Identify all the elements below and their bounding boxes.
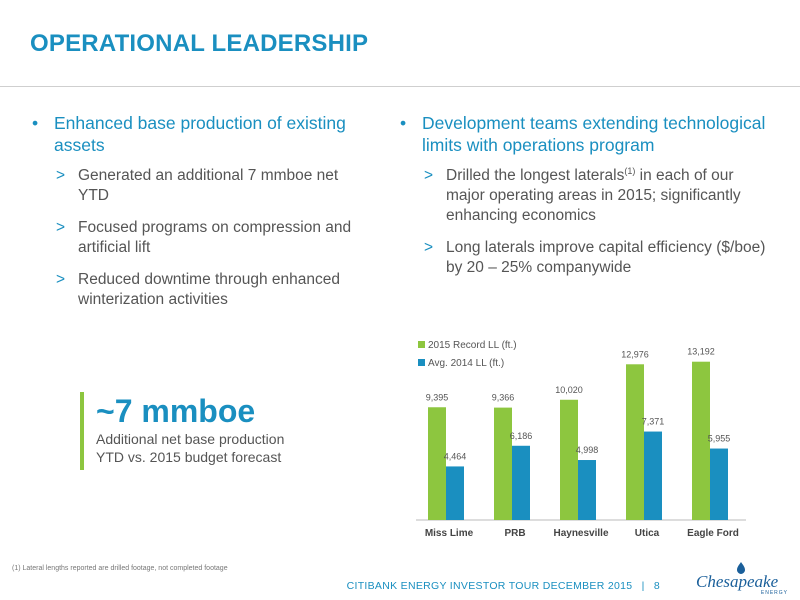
callout-box: ~7 mmboe Additional net base production … xyxy=(80,392,284,470)
data-label: 9,395 xyxy=(426,392,449,402)
chevron-right-icon: > xyxy=(424,239,434,256)
bar xyxy=(446,466,464,520)
footer: CITIBANK ENERGY INVESTOR TOUR DECEMBER 2… xyxy=(347,580,660,592)
footer-separator: | xyxy=(641,580,645,592)
chevron-right-icon: > xyxy=(56,271,66,288)
left-sub-text: Reduced downtime through enhanced winter… xyxy=(78,271,340,308)
data-label: 10,020 xyxy=(555,385,583,395)
bar xyxy=(710,448,728,520)
callout-line-1: Additional net base production xyxy=(96,431,285,447)
right-bullet-text: Development teams extending technologica… xyxy=(422,113,766,155)
data-label: 7,371 xyxy=(642,417,665,427)
bullet-icon: • xyxy=(32,113,39,133)
data-label: 6,186 xyxy=(510,431,533,441)
left-column: • Enhanced base production of existing a… xyxy=(32,112,362,322)
bar xyxy=(560,399,578,520)
bar xyxy=(512,445,530,520)
left-sub-text: Generated an additional 7 mmboe net YTD xyxy=(78,167,339,204)
page-number: 8 xyxy=(653,580,660,592)
callout-value: ~7 mmboe xyxy=(96,393,256,429)
left-sub-text: Focused programs on compression and arti… xyxy=(78,219,352,256)
right-sub-text: Long laterals improve capital efficiency… xyxy=(446,239,766,276)
callout-line-2: YTD vs. 2015 budget forecast xyxy=(96,449,282,465)
left-bullet: • Enhanced base production of existing a… xyxy=(32,112,362,156)
right-column: • Development teams extending technologi… xyxy=(400,112,770,290)
right-sub-text: Drilled the longest laterals xyxy=(446,167,625,184)
flame-icon xyxy=(737,562,745,574)
bar xyxy=(692,361,710,520)
title-divider xyxy=(0,86,800,87)
footnote: (1) Lateral lengths reported are drilled… xyxy=(12,565,228,572)
data-label: 13,192 xyxy=(687,347,715,357)
footer-title: CITIBANK ENERGY INVESTOR TOUR DECEMBER 2… xyxy=(346,580,633,592)
logo-subtext: ENERGY xyxy=(760,590,788,596)
right-sub-item: > Drilled the longest laterals(1) in eac… xyxy=(400,166,770,226)
left-sub-item: > Reduced downtime through enhanced wint… xyxy=(32,270,362,310)
logo-wordmark: Chesapeake xyxy=(696,572,779,591)
lateral-length-bar-chart: 2015 Record LL (ft.) Avg. 2014 LL (ft.) 9,… xyxy=(416,340,746,539)
right-bullet: • Development teams extending technologi… xyxy=(400,112,770,156)
right-sub-item: > Long laterals improve capital efficien… xyxy=(400,238,770,278)
left-bullet-text: Enhanced base production of existing ass… xyxy=(54,113,346,155)
category-label: Haynesville xyxy=(553,528,608,539)
footnote-marker: (1) xyxy=(624,165,636,176)
bar xyxy=(578,460,596,520)
legend-swatch xyxy=(418,341,425,348)
left-sub-item: > Focused programs on compression and ar… xyxy=(32,218,362,258)
bar xyxy=(428,407,446,520)
category-label: Eagle Ford xyxy=(687,528,739,539)
left-sub-list: > Generated an additional 7 mmboe net YT… xyxy=(32,166,362,310)
data-label: 9,366 xyxy=(492,393,515,403)
bullet-icon: • xyxy=(400,113,407,133)
category-label: PRB xyxy=(504,528,525,539)
left-sub-item: > Generated an additional 7 mmboe net YT… xyxy=(32,166,362,206)
legend-label: 2015 Record LL (ft.) xyxy=(428,340,517,351)
chevron-right-icon: > xyxy=(56,167,66,184)
right-sub-list: > Drilled the longest laterals(1) in eac… xyxy=(400,166,770,278)
page-title: OPERATIONAL LEADERSHIP xyxy=(30,30,369,57)
data-label: 4,998 xyxy=(576,445,599,455)
chevron-right-icon: > xyxy=(56,219,66,236)
data-label: 4,464 xyxy=(444,451,467,461)
right-sub-text-cont: in each of our major operating areas in … xyxy=(446,167,741,224)
category-label: Utica xyxy=(635,528,660,539)
bar xyxy=(644,431,662,520)
bar xyxy=(494,407,512,520)
data-label: 5,955 xyxy=(708,434,731,444)
bar xyxy=(626,364,644,520)
data-label: 12,976 xyxy=(621,349,649,359)
legend-label: Avg. 2014 LL (ft.) xyxy=(428,358,504,369)
legend-swatch xyxy=(418,359,425,366)
chevron-right-icon: > xyxy=(424,167,434,184)
category-label: Miss Lime xyxy=(425,528,474,539)
company-logo: Chesapeake ENERGY xyxy=(696,562,792,598)
